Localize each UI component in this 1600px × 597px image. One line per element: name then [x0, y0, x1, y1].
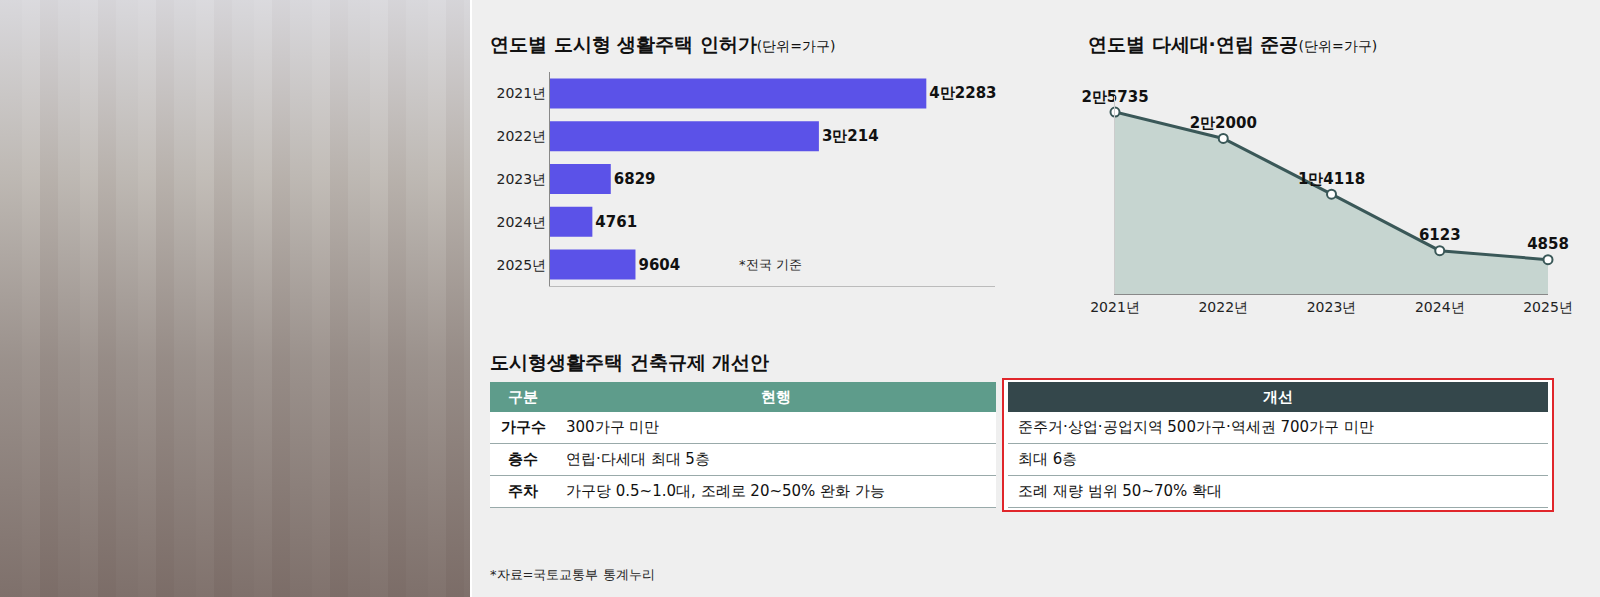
- svg-text:2023년: 2023년: [497, 171, 547, 187]
- html-text:연립·다세대 최대 5층: 연립·다세대 최대 5층: [566, 450, 710, 468]
- html-text:연도별 다세대·연립 준공(단위=가구): 연도별 다세대·연립 준공(단위=가구): [1088, 33, 1378, 55]
- svg-text:2021년: 2021년: [497, 85, 547, 101]
- svg-text:3만214: 3만214: [822, 127, 879, 145]
- html-text:층수: 층수: [508, 450, 538, 468]
- html-text:가구당 0.5~1.0대, 조례로 20~50% 완화 가능: 가구당 0.5~1.0대, 조례로 20~50% 완화 가능: [566, 482, 885, 500]
- svg-text:2025년: 2025년: [1523, 299, 1573, 315]
- svg-text:2025년: 2025년: [497, 257, 547, 273]
- html-text:주차: 주차: [508, 482, 538, 500]
- svg-text:2만2000: 2만2000: [1190, 114, 1257, 132]
- html-text:*자료=국토교통부 통계누리: *자료=국토교통부 통계누리: [490, 567, 655, 582]
- html-text:연도별 도시형 생활주택 인허가(단위=가구): 연도별 도시형 생활주택 인허가(단위=가구): [490, 33, 836, 55]
- html-text:구분: 구분: [508, 387, 538, 406]
- html-text:최대 6층: 최대 6층: [1018, 450, 1078, 468]
- svg-text:*전국 기준: *전국 기준: [739, 257, 802, 272]
- svg-text:2024년: 2024년: [1415, 299, 1465, 315]
- svg-text:2024년: 2024년: [497, 214, 547, 230]
- html-text:현행: 현행: [761, 387, 791, 406]
- html-text:가구수: 가구수: [500, 418, 546, 436]
- svg-text:4만2283: 4만2283: [929, 84, 996, 102]
- svg-text:6829: 6829: [614, 170, 656, 188]
- svg-text:9604: 9604: [638, 256, 680, 274]
- svg-text:4858: 4858: [1527, 235, 1569, 253]
- svg-text:2022년: 2022년: [1198, 299, 1248, 315]
- html-text:준주거·상업·공업지역 500가구·역세권 700가구 미만: 준주거·상업·공업지역 500가구·역세권 700가구 미만: [1018, 418, 1374, 436]
- svg-text:1만4118: 1만4118: [1298, 170, 1365, 188]
- svg-text:6123: 6123: [1419, 226, 1461, 244]
- html-text:개선: 개선: [1263, 387, 1293, 406]
- html-text:도시형생활주택 건축규제 개선안: 도시형생활주택 건축규제 개선안: [490, 351, 770, 373]
- svg-text:2만5735: 2만5735: [1081, 88, 1148, 106]
- svg-text:2022년: 2022년: [497, 128, 547, 144]
- svg-text:2021년: 2021년: [1090, 299, 1140, 315]
- html-text:300가구 미만: 300가구 미만: [566, 418, 660, 436]
- svg-text:2023년: 2023년: [1307, 299, 1357, 315]
- svg-text:4761: 4761: [595, 213, 637, 231]
- html-text:조례 재량 범위 50~70% 확대: 조례 재량 범위 50~70% 확대: [1018, 482, 1223, 500]
